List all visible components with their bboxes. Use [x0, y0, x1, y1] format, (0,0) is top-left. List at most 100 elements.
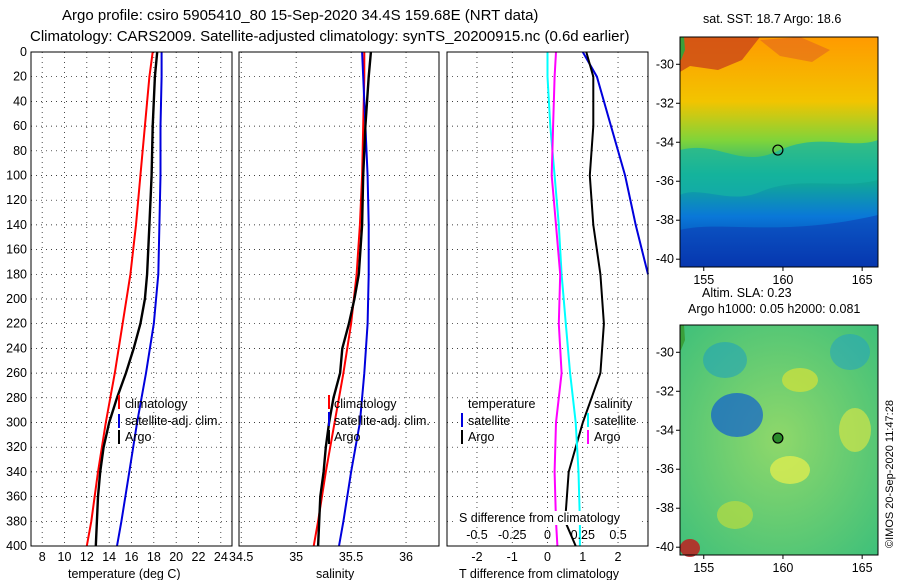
depth-tick-label: 120	[6, 193, 27, 207]
depth-tick-label: 320	[6, 440, 27, 454]
legend-satellite-marker	[118, 414, 120, 428]
legend-t-argo: Argo	[468, 430, 494, 444]
depth-tick-label: 140	[6, 218, 27, 232]
legend-satellite: satellite-adj. clim.	[334, 414, 430, 428]
legend-argo: Argo	[125, 430, 151, 444]
x-tick-label: 12	[80, 550, 94, 564]
depth-tick-label: 160	[6, 243, 27, 257]
sst-profile-marker	[772, 144, 784, 156]
sst-frame	[679, 36, 879, 268]
s-diff-label-bg	[455, 511, 638, 525]
x-tick-label: 1	[579, 550, 586, 564]
s-tick-label: 0.25	[571, 528, 595, 542]
depth-tick-label: 300	[6, 416, 27, 430]
legend-salinity-title: salinity	[594, 397, 633, 411]
temperature-xlabel: temperature (deg C)	[68, 567, 181, 580]
x-tick-label: 0	[544, 550, 551, 564]
x-tick-label: 35	[289, 550, 303, 564]
sla-low	[711, 393, 763, 437]
legend-t-satellite: satellite	[468, 414, 510, 428]
depth-tick-label: 220	[6, 317, 27, 331]
sla-profile-marker	[772, 432, 784, 444]
sst-warm-patch	[680, 37, 760, 72]
temperature-panel: 8 10 12 14 16 18 20 22 24 temperature (deg C) cl…	[30, 51, 233, 581]
sst-map-title: sat. SST: 18.7 Argo: 18.6	[703, 12, 841, 26]
legend-temperature-title: temperature	[468, 397, 535, 411]
legend-t-argo-marker	[461, 430, 463, 444]
differences-frame	[446, 51, 649, 547]
x-tick-label: -2	[471, 550, 482, 564]
legend-s-argo-marker	[587, 430, 589, 444]
depth-tick-label: 260	[6, 366, 27, 380]
x-tick-label: 10	[58, 550, 72, 564]
lat-tick-label: -34	[656, 135, 674, 149]
x-tick-label: 16	[125, 550, 139, 564]
sla-high	[782, 368, 818, 392]
lat-tick-label: -38	[656, 213, 674, 227]
depth-axis: 0 20 40 60 80 100 120 140 160 180 200 220 240 260 280 3…	[6, 45, 27, 553]
depth-tick-label: 40	[13, 94, 27, 108]
lon-tick-label: 160	[773, 561, 794, 575]
x-tick-label: 35.5	[339, 550, 363, 564]
depth-tick-label: 360	[6, 490, 27, 504]
depth-tick-label: 20	[13, 70, 27, 84]
lat-tick-label: -40	[656, 540, 674, 554]
sla-frame	[679, 324, 879, 556]
s-tick-label: -0.25	[498, 528, 527, 542]
legend-climatology: climatology	[125, 397, 188, 411]
lon-tick-label: 155	[693, 273, 714, 287]
differences-legend: temperature satellite Argo salinity sate…	[461, 397, 636, 444]
depth-tick-label: 280	[6, 391, 27, 405]
lat-tick-label: -38	[656, 501, 674, 515]
lon-tick-label: 165	[852, 273, 873, 287]
x-tick-label: 22	[192, 550, 206, 564]
legend-satellite: satellite-adj. clim.	[125, 414, 221, 428]
lat-tick-label: -36	[656, 174, 674, 188]
depth-tick-label: 60	[13, 119, 27, 133]
series-salinity-argo	[550, 51, 563, 547]
sst-coastline	[680, 37, 685, 60]
salinity-frame	[238, 51, 440, 547]
depth-tick-label: 380	[6, 514, 27, 528]
x-tick-label: 2	[615, 550, 622, 564]
salinity-panel: 34.5 35 35.5 36 salinity climatology satell…	[229, 51, 440, 581]
x-tick-label: 20	[169, 550, 183, 564]
x-tick-label: 8	[39, 550, 46, 564]
depth-tick-label: 400	[6, 539, 27, 553]
s-tick-label: 0	[544, 528, 551, 542]
legend-climatology: climatology	[334, 397, 397, 411]
sla-title-line2: Argo h1000: 0.05 h2000: 0.081	[688, 302, 860, 316]
lat-tick-label: -34	[656, 423, 674, 437]
legend-s-satellite-marker	[587, 413, 589, 427]
x-tick-label: 24	[214, 550, 228, 564]
sst-cold-patch	[680, 215, 878, 267]
s-tick-label: 0.5	[609, 528, 626, 542]
depth-tick-label: 180	[6, 267, 27, 281]
legend-climatology-marker	[118, 395, 120, 409]
depth-tick-label: 200	[6, 292, 27, 306]
legend-climatology-marker	[328, 395, 330, 409]
sla-coastline	[680, 325, 685, 350]
lat-tick-label: -30	[656, 345, 674, 359]
x-tick-label: -1	[507, 550, 518, 564]
s-tick-label: -0.5	[466, 528, 488, 542]
lon-tick-label: 165	[852, 561, 873, 575]
legend-argo-marker	[328, 430, 330, 444]
sla-title-line1: Altim. SLA: 0.23	[702, 286, 792, 300]
x-tick-label: 34.5	[229, 550, 253, 564]
series-temperature-argo	[564, 51, 605, 547]
series-temperature-satellite	[581, 51, 649, 275]
sst-map: sat. SST: 18.7 Argo: 18.6 -30 -32 -34 -36 -3…	[656, 12, 879, 287]
x-tick-label: 36	[399, 550, 413, 564]
series-argo	[316, 51, 373, 547]
lat-tick-label: -32	[656, 384, 674, 398]
header-line1: Argo profile: csiro 5905410_80 15-Sep-20…	[62, 7, 538, 24]
sla-high	[770, 456, 810, 484]
series-salinity-satellite	[546, 52, 581, 546]
sla-map: Altim. SLA: 0.23 Argo h1000: 0.05 h2000:…	[656, 286, 879, 575]
lat-tick-label: -32	[656, 96, 674, 110]
depth-tick-label: 340	[6, 465, 27, 479]
legend-satellite-marker	[328, 412, 330, 426]
sla-high	[839, 408, 871, 452]
